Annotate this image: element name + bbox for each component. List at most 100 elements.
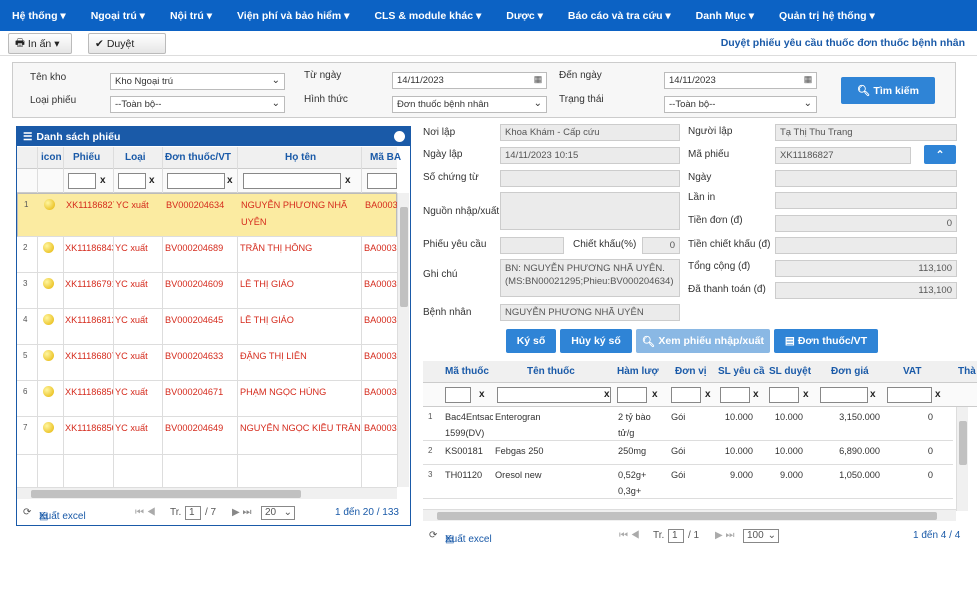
loaiphieu-select[interactable]: --Toàn bộ-- ⌄ (110, 96, 285, 113)
page-size-select[interactable]: 20 ⌄ (261, 506, 295, 520)
col-loai[interactable]: Loại (125, 152, 146, 163)
filter-sld-input[interactable] (769, 387, 799, 403)
clear-icon[interactable]: x (604, 389, 610, 400)
menu-quan-tri[interactable]: Quản trị hệ thống ▾ (779, 9, 875, 22)
drug-vertical-scrollbar[interactable] (956, 407, 968, 511)
clear-icon[interactable]: x (227, 175, 233, 186)
scrollbar-thumb[interactable] (400, 207, 408, 307)
clear-icon[interactable]: x (652, 389, 658, 400)
cell-slyc: 10.000 (724, 446, 753, 456)
filter-don-input[interactable] (167, 173, 225, 189)
search-button[interactable]: 🔍︎ Tìm kiếm (841, 77, 935, 104)
next-last-icon[interactable]: ▶ ⏭ (715, 530, 735, 541)
clear-icon[interactable]: x (345, 175, 351, 186)
first-prev-icon[interactable]: ⏮ ◀ (619, 530, 640, 541)
table-row[interactable]: 4 XK11186812 YC xuất BV000204645 LÊ THỊ … (17, 309, 397, 345)
menu-cls[interactable]: CLS & module khác ▾ (374, 9, 482, 22)
table-row[interactable]: 3 TH01120 Oresol new 0,52g+ 0,3g+ Gói 9.… (423, 465, 953, 499)
tongcong-field: 113,100 (775, 260, 957, 277)
menu-duoc[interactable]: Dược ▾ (506, 9, 543, 22)
col-donvi[interactable]: Đơn vị (675, 366, 707, 377)
col-hoten[interactable]: Họ tên (285, 152, 317, 163)
collapse-icon[interactable] (394, 131, 405, 142)
drug-horizontal-scrollbar[interactable] (423, 509, 956, 521)
refresh-icon[interactable]: ⟳ (429, 530, 438, 541)
filter-vat-input[interactable] (887, 387, 932, 403)
col-vat[interactable]: VAT (903, 366, 922, 377)
col-slyc[interactable]: SL yêu cầ (718, 366, 765, 377)
filter-phieu-input[interactable] (68, 173, 96, 189)
scrollbar-thumb[interactable] (31, 490, 301, 498)
col-mathuoc[interactable]: Mã thuốc (445, 366, 489, 377)
filter-donvi-input[interactable] (671, 387, 701, 403)
table-row[interactable]: 3 XK11186791 YC xuất BV000204609 LÊ THỊ … (17, 273, 397, 309)
table-row[interactable]: 1 XK11186827 YC xuất BV000204634 NGUYỄN … (17, 193, 398, 237)
scrollbar-thumb[interactable] (437, 512, 937, 520)
page-input[interactable]: 1 (185, 506, 201, 520)
kho-select[interactable]: Kho Ngoại trú ⌄ (110, 73, 285, 90)
cell-mathuoc: KS00181 (445, 446, 483, 456)
huykyso-button[interactable]: Hủy ký số (560, 329, 632, 353)
menu-he-thong[interactable]: Hệ thống ▾ (12, 9, 66, 22)
table-row[interactable]: 1 Bac4Entsac 1599(DV) Enterogran 2 tỷ bà… (423, 407, 953, 441)
clear-icon[interactable]: x (479, 389, 485, 400)
col-maba[interactable]: Mã BA (370, 152, 402, 163)
page-input[interactable]: 1 (668, 529, 684, 543)
table-row[interactable]: 6 XK11186850 YC xuất BV000204671 PHẠM NG… (17, 381, 397, 417)
first-prev-icon[interactable]: ⏮ ◀ (135, 507, 156, 518)
denngay-input[interactable]: 14/11/2023 ▦ (664, 72, 817, 89)
clear-icon[interactable]: x (870, 389, 876, 400)
page-size-select[interactable]: 100 ⌄ (743, 529, 779, 543)
menu-bao-cao[interactable]: Báo cáo và tra cứu ▾ (567, 9, 671, 22)
list-vertical-scrollbar[interactable] (397, 193, 409, 487)
print-button[interactable]: 🖶 In ấn ▾ (8, 33, 72, 54)
refresh-icon[interactable]: ⟳ (23, 507, 32, 518)
page-size: 100 (747, 530, 764, 541)
filter-mathuoc-input[interactable] (445, 387, 471, 403)
clear-icon[interactable]: x (100, 175, 106, 186)
clear-icon[interactable]: x (149, 175, 155, 186)
tungay-input[interactable]: 14/11/2023 ▦ (392, 72, 547, 89)
clear-icon[interactable]: x (935, 389, 941, 400)
list-horizontal-scrollbar[interactable] (17, 487, 397, 499)
col-donthuoc[interactable]: Đơn thuốc/VT (165, 152, 231, 163)
col-sld[interactable]: SL duyệt (769, 366, 812, 377)
excel-label: Xuất excel (39, 511, 86, 522)
next-last-icon[interactable]: ▶ ⏭ (232, 507, 252, 518)
xemphieu-button[interactable]: 🔍︎ Xem phiếu nhập/xuất (636, 329, 770, 353)
clear-icon[interactable]: x (803, 389, 809, 400)
filter-loai-input[interactable] (118, 173, 146, 189)
kyso-button[interactable]: Ký số (506, 329, 556, 353)
scrollbar-thumb[interactable] (959, 421, 967, 465)
col-thanhtien[interactable]: Thà (958, 366, 976, 377)
filter-slyc-input[interactable] (720, 387, 750, 403)
table-row[interactable]: 2 XK11186843 YC xuất BV000204689 TRẦN TH… (17, 237, 397, 273)
menu-danh-muc[interactable]: Danh Mục ▾ (695, 9, 755, 22)
clear-icon[interactable]: x (705, 389, 711, 400)
trangthai-select[interactable]: --Toàn bộ-- ⌄ (664, 96, 817, 113)
filter-hamluong-input[interactable] (617, 387, 647, 403)
filter-ma-input[interactable] (367, 173, 397, 189)
menu-ngoai-tru[interactable]: Ngoại trú ▾ (90, 9, 145, 22)
col-dongia[interactable]: Đơn giá (831, 366, 869, 377)
table-row[interactable]: 2 KS00181 Febgas 250 250mg Gói 10.000 10… (423, 441, 953, 465)
hinhthuc-select[interactable]: Đơn thuốc bệnh nhân ⌄ (392, 96, 547, 113)
menu-noi-tru[interactable]: Nội trú ▾ (169, 9, 212, 22)
menu-vien-phi[interactable]: Viện phí và bảo hiểm ▾ (236, 9, 350, 22)
calendar-icon[interactable]: ▦ (803, 74, 813, 84)
calendar-icon[interactable]: ▦ (533, 74, 543, 84)
cell-hamluong-2: 0,3g+ (618, 486, 642, 496)
table-row[interactable]: 7 XK11186850 YC xuất BV000204649 NGUYỄN … (17, 417, 397, 455)
col-hamluong[interactable]: Hàm lượ (617, 366, 659, 377)
table-row[interactable]: 5 XK11186807 YC xuất BV000204633 ĐẶNG TH… (17, 345, 397, 381)
donthuoc-button[interactable]: ▤ Đơn thuốc/VT (774, 329, 878, 353)
approve-button[interactable]: ✔ Duyệt (88, 33, 166, 54)
col-tenthuoc[interactable]: Tên thuốc (527, 366, 575, 377)
filter-tenthuoc-input[interactable] (497, 387, 611, 403)
cell-loai: YC xuất (115, 423, 148, 433)
filter-ten-input[interactable] (243, 173, 341, 189)
filter-dongia-input[interactable] (820, 387, 868, 403)
collapse-button[interactable]: ⌃ (924, 145, 956, 164)
clear-icon[interactable]: x (753, 389, 759, 400)
col-phieu[interactable]: Phiếu (73, 152, 101, 163)
